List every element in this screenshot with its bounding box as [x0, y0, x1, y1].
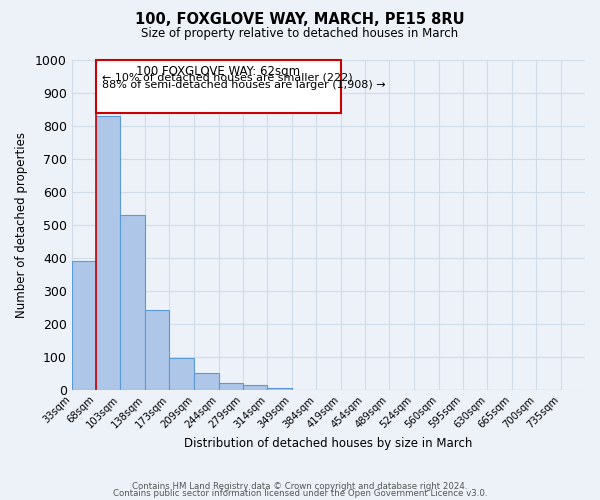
- Text: Size of property relative to detached houses in March: Size of property relative to detached ho…: [142, 28, 458, 40]
- Text: Contains public sector information licensed under the Open Government Licence v3: Contains public sector information licen…: [113, 490, 487, 498]
- Text: Contains HM Land Registry data © Crown copyright and database right 2024.: Contains HM Land Registry data © Crown c…: [132, 482, 468, 491]
- Bar: [145, 310, 169, 390]
- Text: 100, FOXGLOVE WAY, MARCH, PE15 8RU: 100, FOXGLOVE WAY, MARCH, PE15 8RU: [135, 12, 465, 28]
- Bar: [169, 358, 194, 390]
- Bar: [194, 373, 218, 390]
- Bar: [268, 388, 292, 390]
- Bar: [96, 116, 121, 390]
- Text: 88% of semi-detached houses are larger (1,908) →: 88% of semi-detached houses are larger (…: [101, 80, 385, 90]
- Bar: [243, 384, 268, 390]
- Y-axis label: Number of detached properties: Number of detached properties: [15, 132, 28, 318]
- X-axis label: Distribution of detached houses by size in March: Distribution of detached houses by size …: [184, 437, 473, 450]
- Bar: [121, 215, 145, 390]
- Text: ← 10% of detached houses are smaller (222): ← 10% of detached houses are smaller (22…: [101, 72, 352, 83]
- Text: 100 FOXGLOVE WAY: 62sqm: 100 FOXGLOVE WAY: 62sqm: [136, 65, 301, 78]
- Bar: [71, 261, 96, 390]
- FancyBboxPatch shape: [96, 60, 341, 112]
- Bar: [218, 383, 243, 390]
